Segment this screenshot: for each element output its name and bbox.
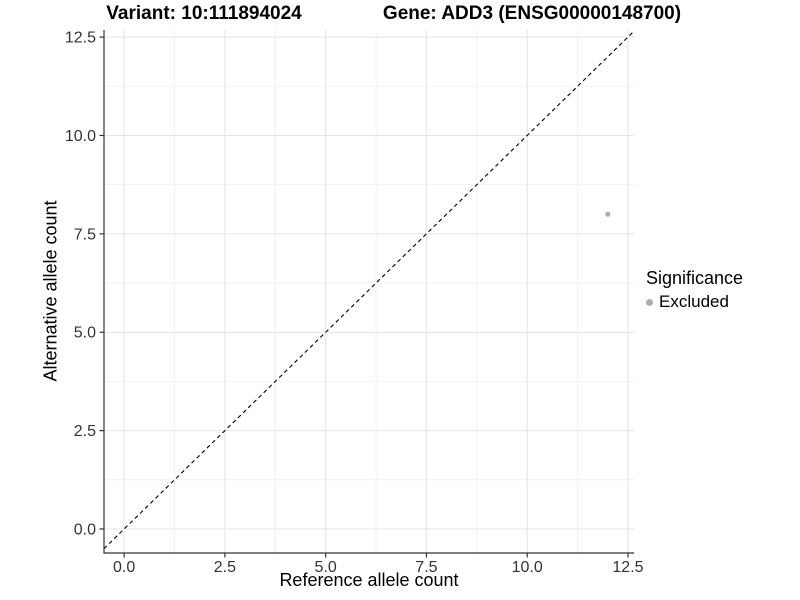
y-axis-tick-label: 12.5: [65, 30, 96, 47]
legend-item-label: Excluded: [659, 292, 729, 311]
legend-title: Significance: [646, 268, 744, 288]
legend-point-icon: [646, 298, 653, 306]
x-axis-tick-label: 7.5: [415, 559, 437, 576]
y-axis-tick-label: 10.0: [65, 128, 96, 145]
data-point: [605, 211, 611, 217]
plot-title-gene: Gene: ADD3 (ENSG00000148700): [382, 3, 682, 24]
x-axis-tick-label: 5.0: [315, 559, 337, 576]
plot-title-variant: Variant: 10:111894024: [106, 3, 302, 24]
legend-item-excluded: Excluded: [646, 292, 743, 312]
x-axis-title: Reference allele count: [279, 570, 459, 590]
x-axis-tick-label: 2.5: [214, 559, 236, 576]
legend: Significance Excluded: [646, 268, 743, 312]
identity-reference-line: [103, 30, 635, 550]
x-axis-tick-label: 0.0: [113, 559, 135, 576]
y-axis-tick-label: 5.0: [74, 325, 96, 342]
x-axis-tick-label: 12.5: [612, 559, 643, 576]
y-axis-tick-label: 0.0: [74, 521, 96, 538]
x-axis-tick-label: 10.0: [512, 559, 543, 576]
y-axis-tick-label: 7.5: [74, 226, 96, 243]
y-axis-title: Alternative allele count: [40, 200, 61, 382]
y-axis-tick-label: 2.5: [74, 423, 96, 440]
